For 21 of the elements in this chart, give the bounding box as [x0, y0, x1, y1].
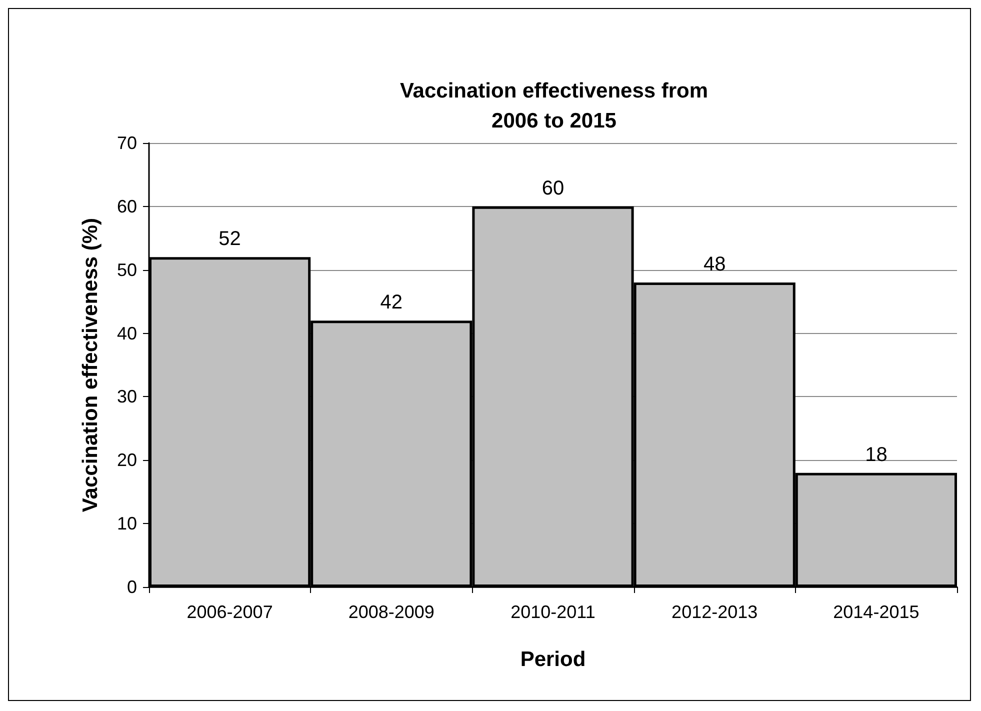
data-label: 48: [703, 254, 726, 276]
x-axis-title: Period: [520, 648, 586, 671]
y-tick-label: 60: [116, 196, 137, 216]
y-tick-label: 40: [116, 323, 137, 344]
y-tick-label: 50: [116, 260, 137, 280]
x-tick-label: 2014-2015: [833, 602, 920, 622]
y-tick-label: 20: [116, 450, 137, 470]
x-tick-label: 2010-2011: [510, 602, 596, 622]
x-tick-label: 2012-2013: [672, 602, 758, 622]
data-label: 52: [218, 228, 241, 250]
data-label: 60: [542, 177, 564, 200]
data-label: 42: [380, 292, 403, 314]
chart-title: Vaccination effectiveness from 2006 to 2015: [400, 80, 708, 132]
y-axis-title: Vaccination effectiveness (%): [79, 218, 102, 512]
y-tick-label: 10: [116, 514, 137, 534]
x-tick-label: 2006-2007: [186, 602, 273, 622]
y-tick-label: 30: [116, 386, 137, 407]
x-tick-label: 2008-2009: [348, 602, 434, 622]
data-label: 18: [865, 444, 888, 466]
y-tick-label: 0: [126, 577, 137, 597]
y-tick-label: 70: [116, 133, 137, 153]
